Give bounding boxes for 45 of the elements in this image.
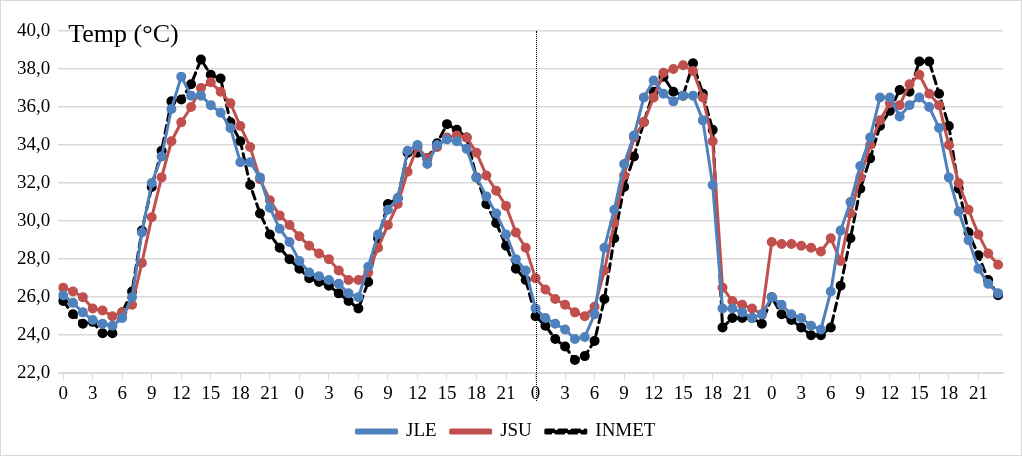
y-tick-label: 28,0 — [17, 247, 51, 269]
x-tick-label: 0 — [766, 381, 777, 403]
x-tick-label: 3 — [796, 381, 807, 403]
x-tick-label: 21 — [968, 381, 988, 403]
y-tick-label: 32,0 — [17, 171, 51, 193]
x-tick-label: 9 — [383, 381, 393, 403]
x-tick-label: 21 — [260, 381, 280, 403]
x-tick-label: 9 — [619, 381, 629, 403]
x-tick-label: 15 — [201, 381, 221, 403]
y-tick-label: 38,0 — [17, 57, 51, 79]
x-tick-label: 0 — [294, 381, 305, 403]
x-tick-label: 3 — [87, 381, 98, 403]
y-tick-label: 40,0 — [17, 18, 51, 40]
x-tick-label: 18 — [230, 381, 250, 403]
x-tick-label: 18 — [939, 381, 959, 403]
x-tick-label: 6 — [826, 381, 836, 403]
y-tick-label: 36,0 — [17, 95, 51, 117]
x-tick-label: 12 — [171, 381, 191, 403]
x-tick-label: 15 — [437, 381, 457, 403]
legend-label: JLE — [406, 419, 437, 441]
x-tick-label: 9 — [146, 381, 157, 403]
x-tick-label: 6 — [353, 381, 364, 403]
x-tick-label: 3 — [324, 381, 334, 403]
chart-title: Temp (°C) — [68, 18, 179, 48]
x-tick-label: 12 — [407, 381, 427, 403]
x-tick-label: 3 — [560, 381, 570, 403]
y-tick-label: 34,0 — [17, 133, 51, 155]
y-tick-label: 24,0 — [17, 323, 51, 345]
x-tick-label: 18 — [467, 381, 486, 403]
legend-label: INMET — [595, 419, 656, 441]
x-tick-label: 15 — [909, 381, 929, 403]
y-tick-label: 30,0 — [17, 209, 51, 231]
x-tick-label: 15 — [673, 381, 693, 403]
x-tick-label: 12 — [880, 381, 900, 403]
x-tick-label: 21 — [732, 381, 752, 403]
x-tick-label: 18 — [703, 381, 723, 403]
x-tick-label: 6 — [117, 381, 127, 403]
x-tick-label: 0 — [58, 381, 68, 403]
x-tick-label: 12 — [644, 381, 664, 403]
y-tick-label: 22,0 — [17, 361, 51, 383]
x-tick-label: 6 — [589, 381, 600, 403]
x-tick-label: 9 — [855, 381, 866, 403]
x-tick-label: 21 — [496, 381, 516, 403]
y-tick-label: 26,0 — [17, 285, 51, 307]
legend-label: JSU — [500, 419, 533, 441]
